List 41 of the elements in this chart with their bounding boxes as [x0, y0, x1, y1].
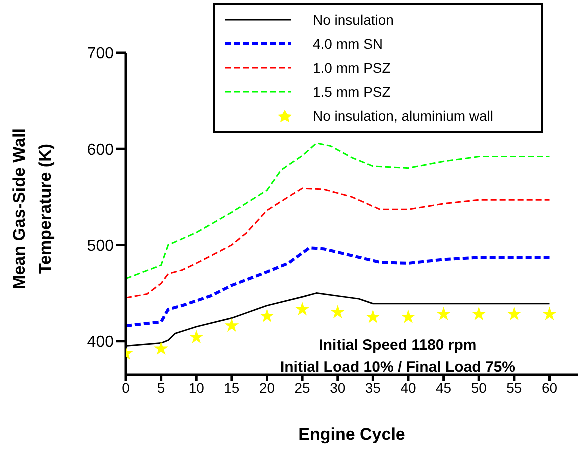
x-tick-label: 30: [330, 380, 346, 396]
point: [542, 306, 557, 321]
x-tick-label: 40: [400, 380, 416, 396]
x-tick-label: 35: [365, 380, 382, 396]
legend-label: No insulation, aluminium wall: [313, 108, 494, 124]
x-tick-label: 25: [294, 380, 311, 396]
y-tick-label: 400: [87, 334, 114, 352]
point: [295, 302, 310, 316]
x-tick-label: 0: [122, 380, 130, 396]
point: [260, 308, 274, 322]
annotation: Initial Speed 1180 rpm: [318, 336, 478, 356]
legend-label: 1.5 mm PSZ: [313, 84, 391, 100]
x-tick-label: 50: [471, 380, 488, 396]
x-axis-title: Engine Cycle: [298, 425, 406, 444]
line-series: [126, 142, 550, 280]
y-tick-label: 500: [87, 238, 114, 255]
x-tick-label: 5: [157, 380, 166, 396]
y-tick-label: 600: [87, 142, 114, 159]
x-tick-label: 15: [224, 380, 240, 396]
annotation: Initial Load 10% / Final Load 75%: [279, 358, 517, 378]
line-series: [126, 246, 552, 328]
legend-label: 1.0 mm PSZ: [313, 60, 391, 76]
point: [436, 306, 451, 321]
x-tick-label: 60: [542, 380, 558, 396]
point: [507, 306, 522, 321]
x-tick-label: 10: [188, 380, 205, 396]
point: [366, 310, 380, 324]
x-tick-label: 45: [436, 380, 452, 396]
point: [401, 310, 416, 324]
point: [472, 306, 486, 321]
point: [154, 341, 168, 356]
x-tick-label: 55: [506, 380, 522, 396]
point: [224, 318, 240, 332]
y-tick-label: 700: [87, 46, 114, 63]
point: [189, 330, 204, 344]
line-series: [126, 188, 550, 299]
point: [330, 304, 346, 319]
legend-label: 4.0 mm SN: [313, 36, 384, 52]
y-axis-title: Mean Gas-Side Wall Temperature (K): [9, 128, 56, 292]
x-tick-label: 20: [259, 380, 276, 396]
legend-label: No insulation: [313, 12, 394, 28]
